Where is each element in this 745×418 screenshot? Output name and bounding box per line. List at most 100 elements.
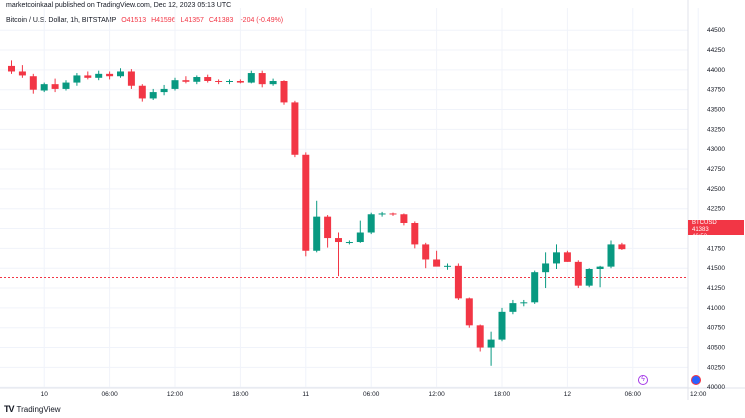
time-tick-label: 10 [41,391,49,398]
candle[interactable] [215,79,223,85]
grid [0,8,699,388]
price-tick-label: 40000 [707,384,725,391]
candle[interactable] [411,221,419,249]
candle-body [378,213,386,215]
price-tick-label: 44250 [707,47,725,54]
candle[interactable] [8,60,15,74]
candle-body [411,222,419,245]
candle[interactable] [596,265,604,288]
candle-body [291,102,299,155]
candle[interactable] [171,77,179,91]
price-tick-label: 41250 [707,285,725,292]
candle[interactable] [313,200,321,253]
price-axis[interactable]: 44500 44250 44000 43750 43500 43250 43000 42750… [707,27,725,391]
current-price-tag: BTCUSD 41383 46:52 [688,220,744,240]
time-tick-label: 11 [302,391,309,398]
candle[interactable] [51,78,59,93]
candle-body [236,80,244,83]
time-axis[interactable]: 10 06:00 12:00 18:00 11 06:00 12:00 18:00 12 06:0… [41,391,707,398]
candle[interactable] [18,65,26,78]
candle[interactable] [280,80,288,105]
candle[interactable] [400,213,408,226]
price-tick-label: 44500 [707,27,725,34]
candle[interactable] [62,80,70,91]
candle[interactable] [247,70,255,84]
candle-body [531,272,539,303]
price-tick-label: 41750 [707,245,725,252]
candle-body [182,80,190,82]
price-tag-price: 41383 [692,227,709,233]
candle[interactable] [509,299,517,315]
candle[interactable] [138,84,146,102]
candle[interactable] [444,263,451,270]
lightning-event-icon[interactable]: ϟ [638,375,648,385]
tradingview-footer[interactable]: TV TradingView [4,404,61,414]
candle-body [618,244,626,250]
price-tick-label: 41500 [707,265,725,272]
candle[interactable] [226,79,233,85]
candle-body [356,232,364,243]
candle-body [553,252,560,264]
candle[interactable] [389,212,397,216]
candle[interactable] [127,69,135,89]
candle[interactable] [454,263,462,300]
candle[interactable] [356,220,364,243]
candle[interactable] [149,88,157,101]
candle-body [138,85,146,99]
candle[interactable] [204,74,212,83]
candles[interactable] [8,60,626,366]
candle[interactable] [335,232,342,277]
price-tick-label: 40250 [707,364,725,371]
candle[interactable] [40,82,48,93]
candle[interactable] [465,297,473,328]
candle[interactable] [378,211,386,217]
price-tick-label: 40750 [707,325,725,332]
candle[interactable] [106,71,114,80]
candle-body [596,266,604,270]
candle[interactable] [29,73,37,94]
candle[interactable] [553,244,560,270]
candle-body [84,75,92,78]
candle[interactable] [345,240,353,245]
legend-low: L41357 [180,17,204,24]
candle[interactable] [531,270,539,304]
candle-body [389,213,397,215]
candle[interactable] [236,79,244,84]
candle-body [324,216,332,239]
candle-body [454,265,462,299]
candle[interactable] [422,242,430,269]
candle[interactable] [487,331,495,366]
us-flag-event-icon[interactable] [691,375,701,385]
candle[interactable] [193,75,201,85]
candle[interactable] [117,68,124,78]
candle[interactable] [73,73,81,86]
candle[interactable] [258,70,266,88]
candle[interactable] [95,70,103,81]
candle[interactable] [574,260,582,289]
candle[interactable] [182,76,190,84]
candle[interactable] [269,78,277,86]
candle-body [171,80,179,89]
candle[interactable] [520,299,528,307]
candle[interactable] [618,242,626,250]
symbol-legend: Bitcoin / U.S. Dollar, 1h, BITSTAMP O415… [6,17,283,24]
candle[interactable] [585,268,593,288]
candle[interactable] [498,307,506,342]
candle[interactable] [563,250,571,262]
legend-close: C41383 [208,17,234,24]
candle[interactable] [160,84,168,96]
candle[interactable] [291,100,299,158]
candle[interactable] [542,252,550,289]
candle[interactable] [324,215,332,248]
candle-body [313,216,321,251]
candle-body [8,65,15,72]
candle[interactable] [84,71,92,80]
candle[interactable] [607,240,615,269]
candle[interactable] [476,324,484,352]
candle[interactable] [367,212,375,235]
legend-ohlc: O41513 H41596 L41357 C41383 [121,17,238,24]
candle[interactable] [302,152,310,257]
candle[interactable] [433,250,441,267]
price-tick-label: 43250 [707,126,725,133]
